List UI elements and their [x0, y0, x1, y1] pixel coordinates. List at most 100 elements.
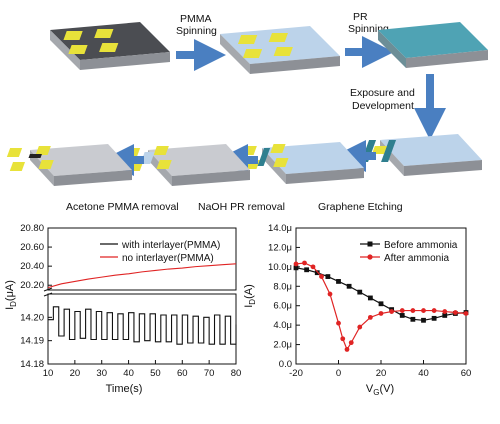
gate-series [293, 260, 469, 352]
point-before-ammonia [378, 301, 384, 307]
time-ylabel: ID(μA) [4, 280, 18, 310]
time-xlabel: Time(s) [106, 383, 143, 395]
legend-before-ammonia: Before ammonia [384, 240, 458, 251]
time-lower-ytick-label: 14.18 [20, 359, 44, 370]
time-upper-ytick-label: 20.80 [20, 223, 44, 234]
step1-chip [50, 22, 170, 70]
step4-chip [361, 134, 482, 176]
gate-xlabel: VG(V) [366, 383, 394, 397]
time-series [47, 263, 237, 345]
point-before-ammonia [304, 267, 310, 273]
time-upper-ytick-label: 20.60 [20, 242, 44, 253]
point-after-ammonia [302, 260, 307, 266]
time-ticks: 10 20 30 40 50 60 70 80 20.20 20.40 20.60 20.80 14.1… [20, 223, 241, 379]
gate-ytick-label: 2.0μ [273, 340, 292, 351]
point-after-ammonia [421, 308, 426, 313]
label-graphene-etching: Graphene Etching [318, 201, 403, 213]
point-after-ammonia [327, 291, 333, 297]
chart-time: 10 20 30 40 50 60 70 80 20.20 20.40 20.60 20.80 14.1… [4, 223, 241, 395]
time-lower-ytick-label: 14.19 [20, 336, 44, 347]
label-exposure-1: Exposure and [350, 87, 415, 99]
label-exposure-2: Development [352, 100, 414, 112]
point-after-ammonia [310, 264, 316, 270]
point-after-ammonia [378, 311, 384, 316]
point-after-ammonia [319, 274, 324, 279]
series-line-with-interlayer [48, 306, 237, 345]
time-xtick-label: 60 [177, 368, 188, 379]
gate-ylabel: ID(A) [243, 284, 257, 308]
label-pmma-spinning-2: Spinning [176, 25, 217, 37]
time-xtick-label: 70 [204, 368, 215, 379]
step7-chip [6, 144, 132, 186]
time-lower-frame [47, 293, 237, 365]
gate-ytick-label: 10.0μ [268, 262, 292, 273]
point-after-ammonia [442, 309, 448, 314]
gate-xtick-label: 0 [336, 368, 341, 379]
time-upper-ytick-label: 20.40 [20, 261, 44, 272]
time-upper-ytick-label: 20.20 [20, 280, 44, 291]
point-after-ammonia [293, 261, 299, 267]
chart-gate: -20 0 20 40 60 0.0 2.0μ 4.0μ 6.0μ 8.0μ 10.0μ 12.0μ 1… [243, 223, 471, 397]
series-line-no-interlayer [47, 263, 237, 289]
gate-xtick-label: 60 [461, 368, 472, 379]
point-after-ammonia [344, 347, 350, 352]
point-before-ammonia [442, 313, 448, 318]
point-before-ammonia [367, 295, 373, 301]
time-xtick-label: 30 [96, 368, 107, 379]
point-before-ammonia [399, 313, 405, 318]
time-legend: with interlayer(PMMA) no interlayer(PMMA… [100, 240, 220, 264]
point-after-ammonia [389, 309, 395, 314]
step5-chip [241, 142, 364, 184]
process-flow-diagram: PMMA Spinning PR Spinning Exposure and D… [6, 11, 488, 213]
label-pmma-spinning-1: PMMA [180, 13, 212, 25]
gate-xtick-label: 40 [418, 368, 429, 379]
step2-chip [220, 26, 340, 74]
time-xtick-label: 10 [43, 368, 54, 379]
point-before-ammonia [357, 289, 363, 295]
gate-ytick-label: 12.0μ [268, 242, 292, 253]
point-before-ammonia [325, 274, 331, 279]
label-naoh-removal: NaOH PR removal [198, 201, 285, 213]
gate-ticks: -20 0 20 40 60 0.0 2.0μ 4.0μ 6.0μ 8.0μ 10.0μ 12.0μ 1… [268, 223, 471, 379]
point-after-ammonia [367, 314, 373, 320]
point-after-ammonia [410, 308, 416, 313]
legend-no-interlayer: no interlayer(PMMA) [122, 253, 214, 264]
gate-ytick-label: 4.0μ [273, 320, 292, 331]
point-after-ammonia [348, 340, 354, 346]
point-after-ammonia [336, 320, 341, 326]
gate-ytick-label: 6.0μ [273, 301, 292, 312]
time-xtick-label: 40 [123, 368, 134, 379]
legend-after-ammonia: After ammonia [384, 253, 449, 264]
point-before-ammonia [336, 279, 341, 284]
point-after-ammonia [399, 308, 405, 313]
time-lower-ytick-label: 14.20 [20, 312, 44, 323]
gate-legend: Before ammonia After ammonia [360, 240, 458, 264]
point-after-ammonia [431, 308, 437, 313]
legend-marker-after-ammonia [367, 254, 373, 260]
label-pr-spinning-1: PR [353, 11, 368, 23]
axis-break-mark-2 [43, 292, 53, 297]
time-xtick-label: 80 [231, 368, 242, 379]
gate-xtick-label: 20 [376, 368, 387, 379]
gate-xtick-label: -20 [289, 368, 303, 379]
legend-marker-before-ammonia [367, 241, 373, 247]
gate-ytick-label: 0.0 [279, 359, 292, 370]
point-after-ammonia [463, 311, 469, 316]
gate-ytick-label: 14.0μ [268, 223, 292, 234]
point-before-ammonia [293, 265, 299, 271]
step3-chip [378, 22, 488, 68]
time-upper-frame [47, 227, 237, 291]
axis-break-mark-1 [43, 287, 53, 292]
legend-with-interlayer: with interlayer(PMMA) [121, 240, 220, 251]
time-xtick-label: 50 [150, 368, 161, 379]
point-before-ammonia [314, 270, 320, 276]
point-before-ammonia [410, 316, 416, 322]
point-before-ammonia [431, 315, 437, 321]
point-after-ammonia [340, 336, 346, 342]
label-acetone-removal: Acetone PMMA removal [66, 201, 179, 213]
gate-ytick-label: 8.0μ [273, 281, 292, 292]
step6-chip [124, 144, 250, 186]
point-after-ammonia [357, 324, 363, 330]
point-before-ammonia [421, 317, 426, 323]
